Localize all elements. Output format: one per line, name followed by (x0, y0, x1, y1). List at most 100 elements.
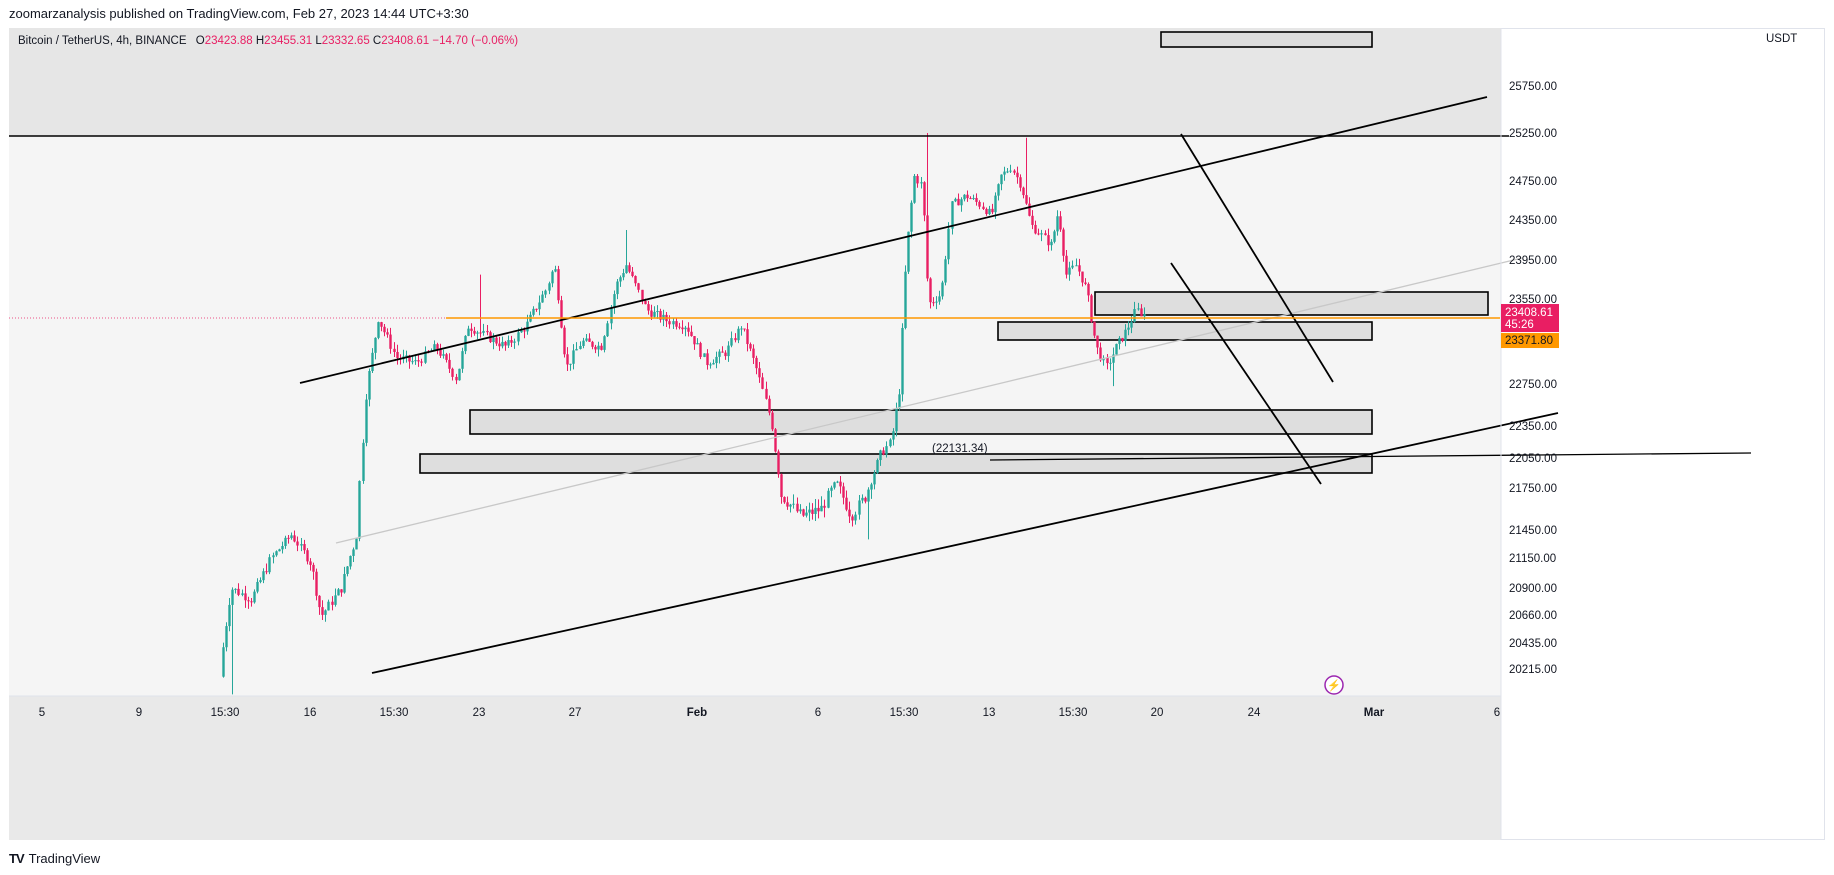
candle (513, 338, 516, 349)
zone-mid-right[interactable] (1094, 291, 1489, 316)
candle (495, 334, 498, 346)
close-label: C (372, 35, 382, 47)
candle (482, 323, 485, 336)
candle (1013, 169, 1016, 175)
footer: TV TradingView (9, 848, 100, 868)
candle (1121, 337, 1124, 343)
candle (237, 583, 240, 597)
lightning-icon[interactable]: ⚡ (1324, 675, 1344, 695)
open-label: O (195, 35, 205, 47)
candle (954, 197, 957, 203)
candle (876, 458, 879, 474)
candle (746, 323, 749, 352)
candle (969, 196, 972, 200)
tradingview-logo-icon[interactable]: TV (9, 850, 25, 866)
candle (830, 485, 833, 498)
candle (1118, 336, 1121, 350)
candle (241, 589, 244, 597)
candle (600, 343, 603, 351)
candle (349, 555, 352, 570)
candle (247, 596, 250, 609)
channel-midline[interactable] (335, 257, 1523, 544)
candle (272, 552, 275, 564)
candle (619, 275, 622, 287)
candle (293, 530, 296, 543)
candle (947, 222, 950, 265)
candle (569, 363, 572, 371)
candle (411, 356, 414, 365)
svg-text:45:26: 45:26 (1505, 319, 1534, 331)
candle (848, 501, 851, 523)
candle (551, 270, 554, 288)
candle (792, 494, 795, 509)
candle (222, 642, 225, 678)
candle (1127, 321, 1130, 336)
candle (659, 308, 662, 323)
candle (774, 428, 777, 453)
zone-top[interactable] (1160, 31, 1373, 48)
channel-upper-line[interactable] (299, 96, 1488, 384)
candle (690, 325, 693, 337)
candle (938, 290, 941, 305)
x-tick-label: 23 (473, 707, 486, 719)
candle (718, 349, 721, 364)
y-tick-label: 22050.00 (1509, 453, 1557, 465)
candle (972, 194, 975, 201)
zone-near-price[interactable] (997, 321, 1373, 341)
footer-brand[interactable]: TradingView (28, 850, 101, 866)
x-tick-label: 15:30 (1059, 707, 1088, 719)
candle (467, 325, 470, 337)
candle (1062, 227, 1065, 262)
symbol-title[interactable]: Bitcoin / TetherUS, 4h, BINANCE (18, 35, 187, 47)
candle (941, 280, 944, 300)
x-tick-label: 6 (815, 707, 821, 719)
candle (588, 333, 591, 342)
candle (504, 340, 507, 351)
candle (420, 358, 423, 367)
support-horizontal[interactable] (989, 452, 1752, 461)
publisher-header: zoomarzanalysis published on TradingView… (9, 6, 469, 21)
falling-wedge-line-2[interactable] (1170, 262, 1322, 485)
candle (393, 342, 396, 358)
zone-support-lower[interactable] (419, 453, 1373, 474)
low-label: L (315, 35, 322, 47)
candle (231, 587, 234, 695)
candle (337, 587, 340, 596)
candle (309, 558, 312, 571)
candle (334, 588, 337, 607)
change-value: −14.70 (−0.06%) (432, 35, 519, 47)
candle (1016, 166, 1019, 184)
candle (541, 290, 544, 303)
symbol-legend: Bitcoin / TetherUS, 4h, BINANCE O23423.8… (18, 34, 518, 48)
candle (991, 203, 994, 215)
candle (1009, 164, 1012, 173)
zone-support-upper[interactable] (469, 409, 1373, 435)
candle (870, 482, 873, 499)
x-tick-label: 15:30 (211, 707, 240, 719)
candle (234, 588, 237, 594)
candle (1065, 250, 1068, 279)
candle (985, 207, 988, 216)
candle (284, 535, 287, 549)
candle (721, 346, 724, 353)
candle (1025, 137, 1028, 205)
candle (256, 578, 259, 594)
candle (833, 481, 836, 490)
falling-wedge-line-1[interactable] (1180, 133, 1334, 383)
candle (610, 304, 613, 330)
candle (885, 441, 888, 458)
candle (287, 534, 290, 544)
candle (1053, 229, 1056, 244)
candle (352, 547, 355, 563)
y-tick-label: 21150.00 (1509, 553, 1556, 565)
candle (486, 324, 489, 336)
candle (951, 201, 954, 235)
candle (548, 281, 551, 295)
candle (560, 295, 563, 329)
currency-label[interactable]: USDT (1766, 33, 1798, 45)
chart-canvas[interactable]: (22131.34) ⚡ 25750.00 25250.00 24750.00 2435… (9, 28, 1825, 840)
candle (262, 568, 265, 584)
candle (371, 348, 374, 374)
candle (904, 265, 907, 330)
candle (1019, 174, 1022, 192)
